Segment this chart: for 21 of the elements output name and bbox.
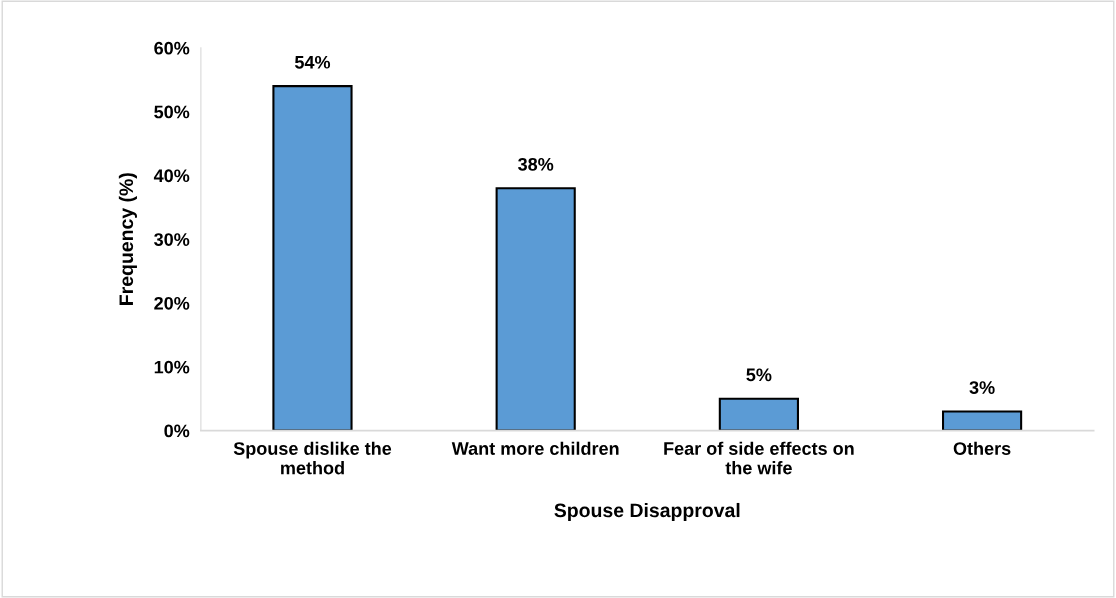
y-tick-label: 10%	[154, 360, 190, 374]
x-tick-label: Spouse dislike the method	[233, 441, 392, 475]
y-tick-label: 30%	[154, 233, 190, 246]
bar	[718, 397, 799, 431]
data-label: 54%	[294, 55, 331, 69]
bar	[272, 85, 353, 431]
y-tick-label: 0%	[164, 424, 190, 438]
data-label: 38%	[518, 157, 554, 171]
x-tick-label: Fear of side effects on the wife	[664, 441, 854, 475]
y-tick-label: 20%	[154, 296, 190, 310]
data-label: 3%	[969, 381, 995, 394]
bar	[495, 187, 576, 431]
y-tick-label: 50%	[154, 105, 190, 119]
bar	[941, 410, 1023, 431]
y-tick-label: 40%	[153, 169, 190, 183]
y-axis-title: Frequency (%)	[118, 173, 137, 305]
data-label: 5%	[746, 368, 772, 382]
x-tick-label: Want more children	[451, 441, 619, 455]
x-tick-label: Others	[953, 441, 1011, 455]
x-axis-title: Spouse Disapproval	[554, 502, 740, 522]
y-tick-label: 60%	[154, 41, 190, 55]
